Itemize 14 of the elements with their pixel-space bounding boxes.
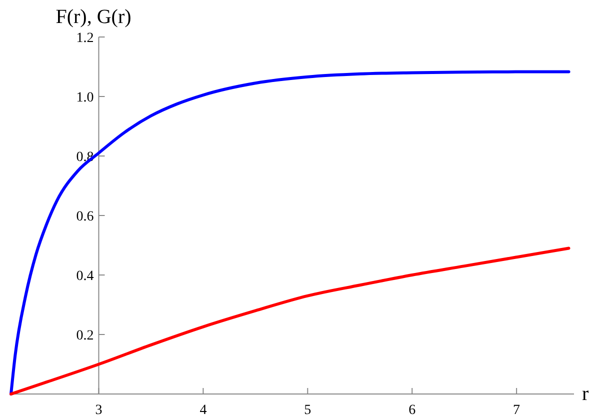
x-tick-label: 3 xyxy=(95,403,102,417)
y-tick-label: 1.2 xyxy=(76,31,94,46)
x-tick-label: 7 xyxy=(513,403,520,417)
y-tick-label: 1.0 xyxy=(76,90,94,106)
y-tick-label: 0.2 xyxy=(76,328,94,344)
x-axis-title: r xyxy=(582,383,589,405)
y-tick-label: 0.4 xyxy=(76,269,94,284)
x-tick-label: 4 xyxy=(200,403,207,417)
x-tick-label: 5 xyxy=(304,403,312,417)
x-tick-label: 6 xyxy=(408,403,416,417)
y-axis-title: F(r), G(r) xyxy=(56,6,132,28)
line-series xyxy=(10,246,570,396)
line-series xyxy=(10,70,570,396)
y-tick-label: 0.6 xyxy=(76,210,94,224)
